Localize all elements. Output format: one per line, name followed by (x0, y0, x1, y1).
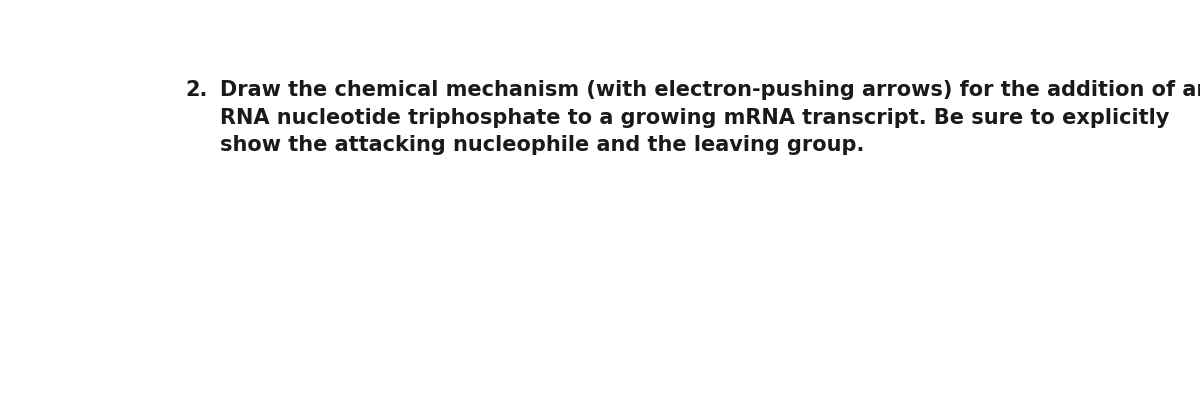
Text: show the attacking nucleophile and the leaving group.: show the attacking nucleophile and the l… (220, 135, 864, 156)
Text: Draw the chemical mechanism (with electron-pushing arrows) for the addition of a: Draw the chemical mechanism (with electr… (220, 80, 1200, 100)
Text: RNA nucleotide triphosphate to a growing mRNA transcript. Be sure to explicitly: RNA nucleotide triphosphate to a growing… (220, 108, 1169, 128)
Text: 2.: 2. (185, 80, 208, 100)
